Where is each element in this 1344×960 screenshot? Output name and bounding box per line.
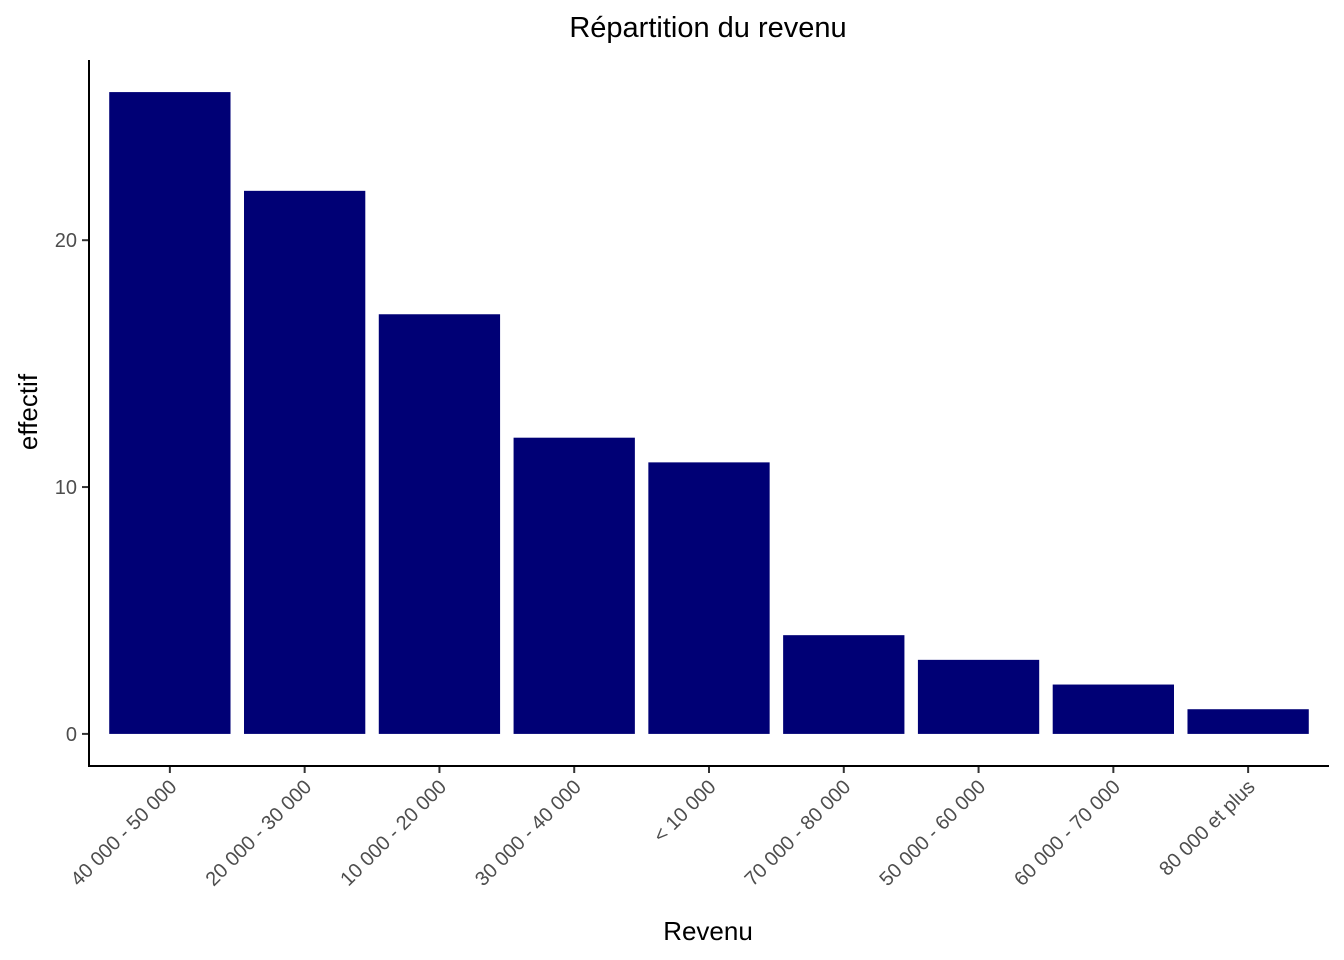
- x-tick-label: 30 000 - 40 000: [471, 776, 586, 891]
- y-tick-label: 0: [66, 724, 77, 746]
- x-tick-label: 20 000 - 30 000: [202, 776, 317, 891]
- bar-4: [513, 437, 635, 734]
- x-axis-ticks: 40 000 - 50 000 20 000 - 30 000 10 000 - 2…: [67, 766, 1260, 891]
- x-tick-label: 40 000 - 50 000: [67, 776, 182, 891]
- y-tick-label: 10: [55, 477, 77, 499]
- bar-5: [648, 462, 770, 734]
- y-axis-title: effectif: [13, 373, 43, 450]
- bar-6: [783, 635, 905, 734]
- y-tick-label: 20: [55, 230, 77, 252]
- x-tick-label: 60 000 - 70 000: [1010, 776, 1125, 891]
- x-tick-label: < 10 000: [650, 776, 721, 847]
- bar-9: [1187, 709, 1309, 734]
- bar-3: [378, 314, 501, 734]
- x-tick-label: 80 000 et plus: [1155, 776, 1259, 880]
- x-axis-title: Revenu: [663, 916, 753, 946]
- bars-group: [109, 92, 1309, 734]
- y-axis-ticks: 0 10 20: [55, 230, 89, 746]
- bar-2: [244, 190, 366, 734]
- x-tick-label: 50 000 - 60 000: [875, 776, 990, 891]
- bar-1: [109, 92, 231, 734]
- x-tick-label: 10 000 - 20 000: [336, 776, 451, 891]
- bar-8: [1052, 684, 1174, 734]
- bar-7: [917, 659, 1040, 734]
- x-tick-label: 70 000 - 80 000: [741, 776, 856, 891]
- chart-title: Répartition du revenu: [569, 12, 846, 44]
